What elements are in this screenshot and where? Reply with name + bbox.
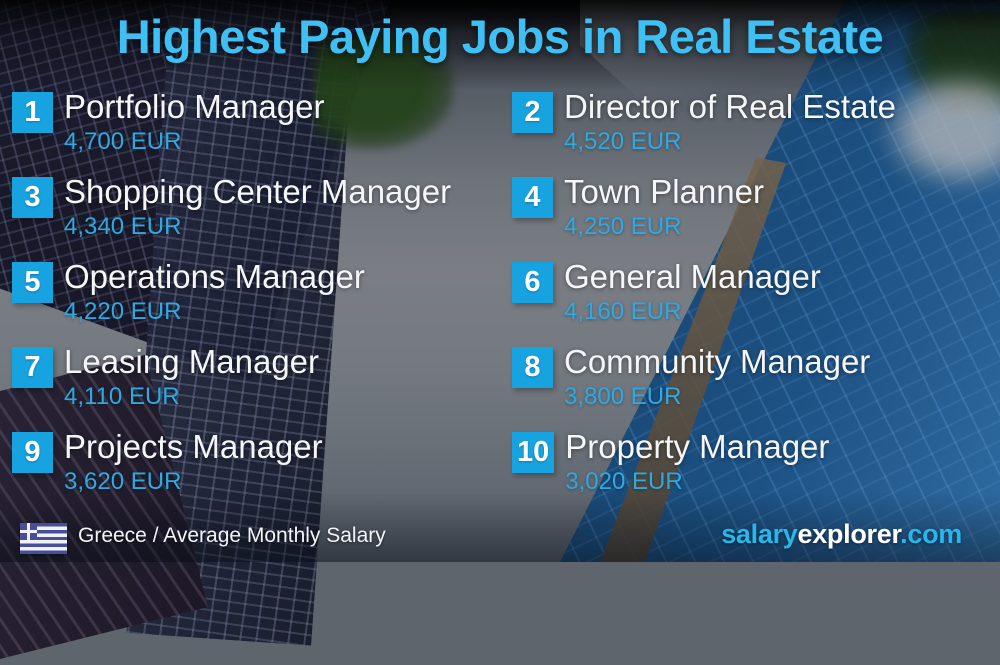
job-list-item: 3 Shopping Center Manager 4,340 EUR	[12, 173, 500, 258]
rank-badge: 6	[512, 262, 553, 303]
rank-badge: 5	[12, 262, 53, 303]
job-title: Operations Manager	[64, 258, 365, 295]
job-list-item: 1 Portfolio Manager 4,700 EUR	[12, 88, 500, 173]
job-list-item: 4 Town Planner 4,250 EUR	[512, 173, 1000, 258]
rank-number: 9	[24, 436, 41, 468]
rank-number: 5	[24, 266, 41, 298]
rank-badge: 1	[12, 92, 53, 133]
job-text-block: Director of Real Estate 4,520 EUR	[564, 88, 896, 155]
flag-canton	[20, 523, 38, 541]
job-salary: 3,020 EUR	[565, 468, 683, 495]
brand-watermark: salaryexplorer.com	[721, 519, 962, 550]
rank-badge: 7	[12, 347, 53, 388]
job-text-block: Community Manager 3,800 EUR	[564, 343, 870, 410]
flag-cross	[20, 529, 38, 534]
job-list-item: 8 Community Manager 3,800 EUR	[512, 343, 1000, 428]
job-text-block: General Manager 4,160 EUR	[564, 258, 821, 325]
job-title: Projects Manager	[64, 428, 323, 465]
brand-dotcom: .com	[900, 519, 962, 549]
job-text-block: Operations Manager 4,220 EUR	[64, 258, 365, 325]
rank-badge: 9	[12, 432, 53, 473]
rank-number: 6	[524, 266, 541, 298]
job-salary: 3,800 EUR	[564, 383, 682, 410]
footer-caption: Greece / Average Monthly Salary	[78, 524, 386, 547]
rank-number: 2	[524, 96, 541, 128]
job-title: Shopping Center Manager	[64, 173, 452, 210]
job-salary: 4,340 EUR	[64, 213, 182, 240]
job-list-item: 10 Property Manager 3,020 EUR	[512, 428, 1000, 513]
top-shade-overlay	[0, 0, 1000, 90]
job-list-item: 6 General Manager 4,160 EUR	[512, 258, 1000, 343]
rank-number: 3	[24, 181, 41, 213]
rank-badge: 3	[12, 177, 53, 218]
job-title: Director of Real Estate	[564, 88, 896, 125]
footer: Greece / Average Monthly Salary salaryex…	[0, 514, 1000, 562]
job-text-block: Portfolio Manager 4,700 EUR	[64, 88, 324, 155]
rank-number: 7	[24, 351, 41, 383]
rank-number: 4	[524, 181, 541, 213]
job-salary: 4,160 EUR	[564, 298, 682, 325]
job-salary: 4,110 EUR	[64, 383, 180, 410]
job-column-left: 1 Portfolio Manager 4,700 EUR 3 Shopping…	[12, 88, 500, 513]
bottom-shade-overlay	[0, 492, 1000, 562]
job-title: Community Manager	[564, 343, 871, 380]
job-salary: 4,220 EUR	[64, 298, 182, 325]
rank-number: 8	[524, 351, 541, 383]
rank-badge: 8	[512, 347, 553, 388]
job-salary: 3,620 EUR	[64, 468, 182, 495]
rank-number: 1	[24, 96, 41, 128]
job-title: General Manager	[564, 258, 821, 295]
job-text-block: Shopping Center Manager 4,340 EUR	[64, 173, 451, 240]
rank-badge: 4	[512, 177, 553, 218]
job-salary: 4,520 EUR	[564, 128, 682, 155]
job-title: Town Planner	[564, 173, 764, 210]
rank-badge: 10	[512, 432, 555, 473]
job-salary: 4,250 EUR	[564, 213, 682, 240]
rank-number: 10	[517, 436, 550, 468]
brand-salary: salary	[721, 519, 798, 549]
cloud-smoke	[880, 70, 1000, 190]
job-text-block: Leasing Manager 4,110 EUR	[64, 343, 319, 410]
brand-explorer: explorer	[797, 519, 901, 549]
rank-badge: 2	[512, 92, 553, 133]
greece-flag-icon	[20, 523, 67, 554]
job-title: Property Manager	[565, 428, 830, 465]
page-title: Highest Paying Jobs in Real Estate	[116, 10, 884, 63]
job-list-item: 9 Projects Manager 3,620 EUR	[12, 428, 500, 513]
job-list-item: 7 Leasing Manager 4,110 EUR	[12, 343, 500, 428]
job-text-block: Property Manager 3,020 EUR	[565, 428, 829, 495]
job-salary: 4,700 EUR	[64, 128, 182, 155]
job-list-item: 2 Director of Real Estate 4,520 EUR	[512, 88, 1000, 173]
job-column-right: 2 Director of Real Estate 4,520 EUR 4 To…	[512, 88, 1000, 513]
job-text-block: Town Planner 4,250 EUR	[564, 173, 764, 240]
job-list-item: 5 Operations Manager 4,220 EUR	[12, 258, 500, 343]
job-title: Leasing Manager	[64, 343, 320, 380]
job-text-block: Projects Manager 3,620 EUR	[64, 428, 323, 495]
job-title: Portfolio Manager	[64, 88, 325, 125]
